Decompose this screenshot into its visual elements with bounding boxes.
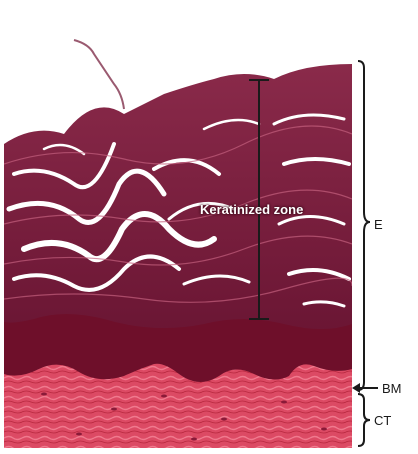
keratin-striations: [4, 125, 352, 303]
keratinized-zone-label: Keratinized zone: [200, 202, 304, 217]
connective-tissue-bracket: [357, 393, 371, 447]
keratin-strand: [73, 39, 125, 110]
keratinized-stratum: [4, 64, 352, 329]
epithelium-bracket: [357, 60, 371, 391]
tissue-micrograph: [4, 24, 352, 448]
tissue-image: [4, 24, 352, 448]
ct-nuclei: [41, 392, 327, 441]
connective-tissue-label: CT: [374, 413, 392, 428]
epithelium-label: E: [374, 217, 383, 232]
bm-arrow: [352, 383, 378, 393]
basement-membrane-label: BM: [382, 381, 402, 396]
keratin-clefts: [6, 113, 351, 308]
